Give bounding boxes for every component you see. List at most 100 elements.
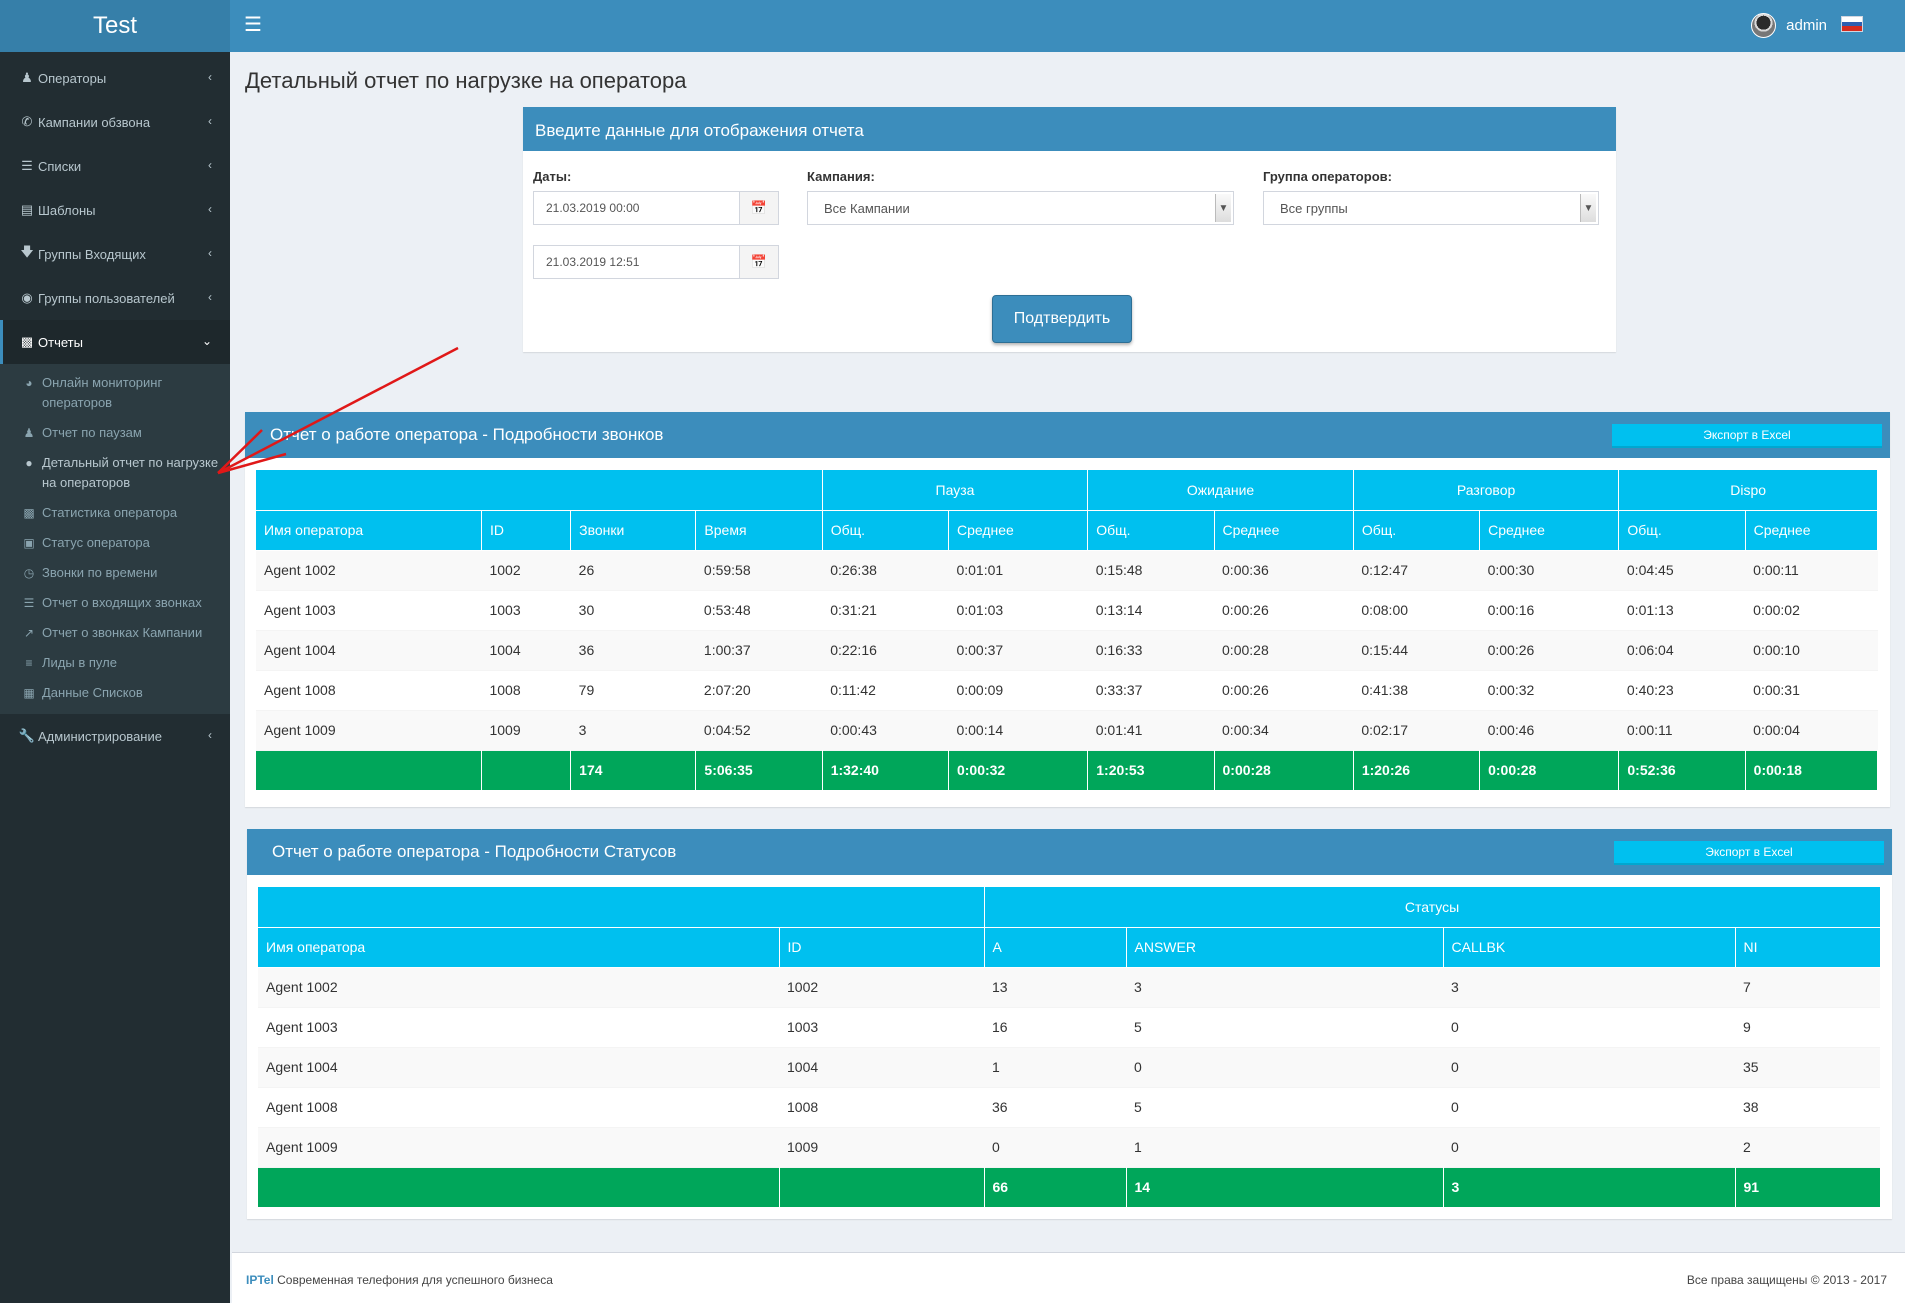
total-cell: 174 (570, 749, 697, 790)
user-menu[interactable]: admin (1751, 13, 1827, 38)
column-header[interactable]: ID (481, 510, 572, 551)
submenu-item-campaign-calls-report[interactable]: ↗ Отчет о звонках Кампании (0, 618, 230, 648)
table-cell: 1008 (779, 1086, 984, 1127)
column-header[interactable]: Среднее (1479, 510, 1620, 551)
circle-icon: ● (25, 456, 33, 470)
group-header-pause: Пауза (822, 470, 1089, 511)
sidebar-item-administration[interactable]: 🔧 Администрирование ‹ (0, 714, 230, 758)
table-cell: 0 (1443, 1086, 1735, 1127)
calendar-icon[interactable]: 📅 (739, 192, 778, 224)
submenu-item-online-monitoring[interactable]: ◕ Онлайн мониторинг операторов (0, 368, 230, 418)
submenu-item-list-data[interactable]: ▦ Данные Списков (0, 678, 230, 708)
footer-brand[interactable]: IPTel (246, 1273, 274, 1287)
sidebar-item-lists[interactable]: ☰ Списки ‹ (0, 144, 230, 188)
calls-group-header-row: Пауза Ожидание Разговор Dispo (256, 470, 1878, 511)
column-header[interactable]: Среднее (1214, 510, 1354, 551)
calls-report-box: Отчет о работе оператора - Подробности з… (245, 412, 1890, 807)
table-cell: 3 (1126, 966, 1443, 1007)
sidebar-item-operators[interactable]: ♟ Операторы ‹ (0, 56, 230, 100)
arrow-down-icon: 🡇 (20, 244, 34, 259)
table-cell: 35 (1735, 1046, 1881, 1087)
submenu-item-pause-report[interactable]: ♟ Отчет по паузам (0, 418, 230, 448)
submenu-item-operator-stats[interactable]: ▩ Статистика оператора (0, 498, 230, 528)
table-cell: 0:00:26 (1479, 629, 1619, 670)
sidebar-item-label: Отчеты (38, 334, 83, 350)
table-cell: 9 (1735, 1006, 1881, 1047)
date-to-field[interactable]: 21.03.2019 12:51 📅 (533, 245, 779, 279)
empty-group-header (258, 887, 985, 928)
column-header[interactable]: Имя оператора (258, 927, 780, 968)
table-cell: 0:00:36 (1214, 549, 1354, 590)
status-report-box: Отчет о работе оператора - Подробности С… (247, 829, 1892, 1219)
submenu-item-inbound-calls-report[interactable]: ☰ Отчет о входящих звонках (0, 588, 230, 618)
column-header[interactable]: CALLBK (1443, 927, 1736, 968)
operator-group-label: Группа операторов: (1263, 169, 1392, 184)
calls-column-header-row: Имя оператора ID Звонки Время Общ. Среднее Общ… (256, 510, 1879, 551)
submenu-item-operator-status[interactable]: ▣ Статус оператора (0, 528, 230, 558)
submenu-item-leads-in-pool[interactable]: ≡ Лиды в пуле (0, 648, 230, 678)
table-row: Agent 1004 1004 1 0 0 35 (258, 1046, 1881, 1087)
sidebar-item-user-groups[interactable]: ◉ Группы пользователей ‹ (0, 276, 230, 320)
language-flag-icon[interactable] (1841, 16, 1863, 32)
submenu-item-calls-by-time[interactable]: ◷ Звонки по времени (0, 558, 230, 588)
table-cell: 0:06:04 (1618, 629, 1746, 670)
date-from-field[interactable]: 21.03.2019 00:00 📅 (533, 191, 779, 225)
column-header[interactable]: A (984, 927, 1127, 968)
table-cell: 0 (1126, 1046, 1443, 1087)
table-row: Agent 1008 1008 79 2:07:20 0:11:42 0:00:09 0:3… (256, 669, 1878, 710)
submenu-item-label: Статистика оператора (42, 505, 178, 520)
table-cell: 0:04:45 (1618, 549, 1746, 590)
campaign-select[interactable]: Все Кампании ▼ (807, 191, 1234, 225)
calendar-icon[interactable]: 📅 (739, 246, 778, 278)
table-cell: 0:31:21 (822, 589, 949, 630)
list-icon: ☰ (21, 158, 33, 173)
operator-group-select-value: Все группы (1280, 200, 1348, 216)
column-header[interactable]: NI (1735, 927, 1881, 968)
table-cell: Agent 1003 (256, 589, 482, 630)
date-to-value: 21.03.2019 12:51 (546, 255, 640, 269)
submenu-item-label: Лиды в пуле (42, 655, 117, 670)
column-header[interactable]: Время (695, 510, 823, 551)
column-header[interactable]: Общ. (1618, 510, 1746, 551)
table-cell: 1 (1126, 1126, 1443, 1167)
table-cell: 0:01:03 (948, 589, 1088, 630)
operator-group-select[interactable]: Все группы ▼ (1263, 191, 1599, 225)
column-header[interactable]: Общ. (1353, 510, 1481, 551)
export-excel-button[interactable]: Экспорт в Excel (1614, 841, 1884, 865)
submenu-item-label: Статус оператора (42, 535, 150, 550)
submit-button[interactable]: Подтвердить (992, 295, 1132, 343)
table-cell: 36 (984, 1086, 1126, 1127)
table-cell: 36 (570, 629, 696, 670)
sidebar-item-label: Администрирование (38, 728, 162, 744)
table-cell: 0:00:26 (1214, 669, 1354, 710)
app-logo[interactable]: Test (0, 0, 230, 52)
column-header[interactable]: Имя оператора (256, 510, 482, 551)
column-header[interactable]: Общ. (1087, 510, 1215, 551)
table-cell: 0 (1443, 1006, 1735, 1047)
column-header[interactable]: ANSWER (1126, 927, 1444, 968)
column-header[interactable]: ID (779, 927, 985, 968)
export-excel-button[interactable]: Экспорт в Excel (1612, 424, 1882, 448)
status-report-header: Отчет о работе оператора - Подробности С… (247, 829, 1892, 875)
table-cell: 2 (1735, 1126, 1881, 1167)
sidebar-item-inbound-groups[interactable]: 🡇 Группы Входящих ‹ (0, 232, 230, 276)
sidebar-item-campaigns[interactable]: ✆ Кампании обзвона ‹ (0, 100, 230, 144)
table-cell: 0:00:16 (1479, 589, 1619, 630)
table-cell: 0:15:44 (1353, 629, 1480, 670)
column-header[interactable]: Среднее (1745, 510, 1879, 551)
menu-toggle-icon[interactable]: ☰ (244, 14, 262, 36)
list-icon: ☰ (23, 596, 35, 610)
column-header[interactable]: Звонки (570, 510, 697, 551)
table-cell: 0:00:04 (1745, 709, 1878, 750)
table-cell: 0:08:00 (1353, 589, 1480, 630)
campaign-select-value: Все Кампании (824, 200, 910, 216)
wrench-icon: 🔧 (18, 728, 36, 743)
sidebar-item-templates[interactable]: ▤ Шаблоны ‹ (0, 188, 230, 232)
column-header[interactable]: Среднее (948, 510, 1089, 551)
phone-icon: ✆ (21, 114, 33, 129)
table-cell: 7 (1735, 966, 1881, 1007)
submenu-item-detailed-load-report[interactable]: ● Детальный отчет по нагрузке на операто… (0, 448, 230, 498)
table-cell: 2:07:20 (695, 669, 823, 710)
column-header[interactable]: Общ. (822, 510, 949, 551)
sidebar-item-reports[interactable]: ▩ Отчеты ⌄ (0, 320, 230, 364)
